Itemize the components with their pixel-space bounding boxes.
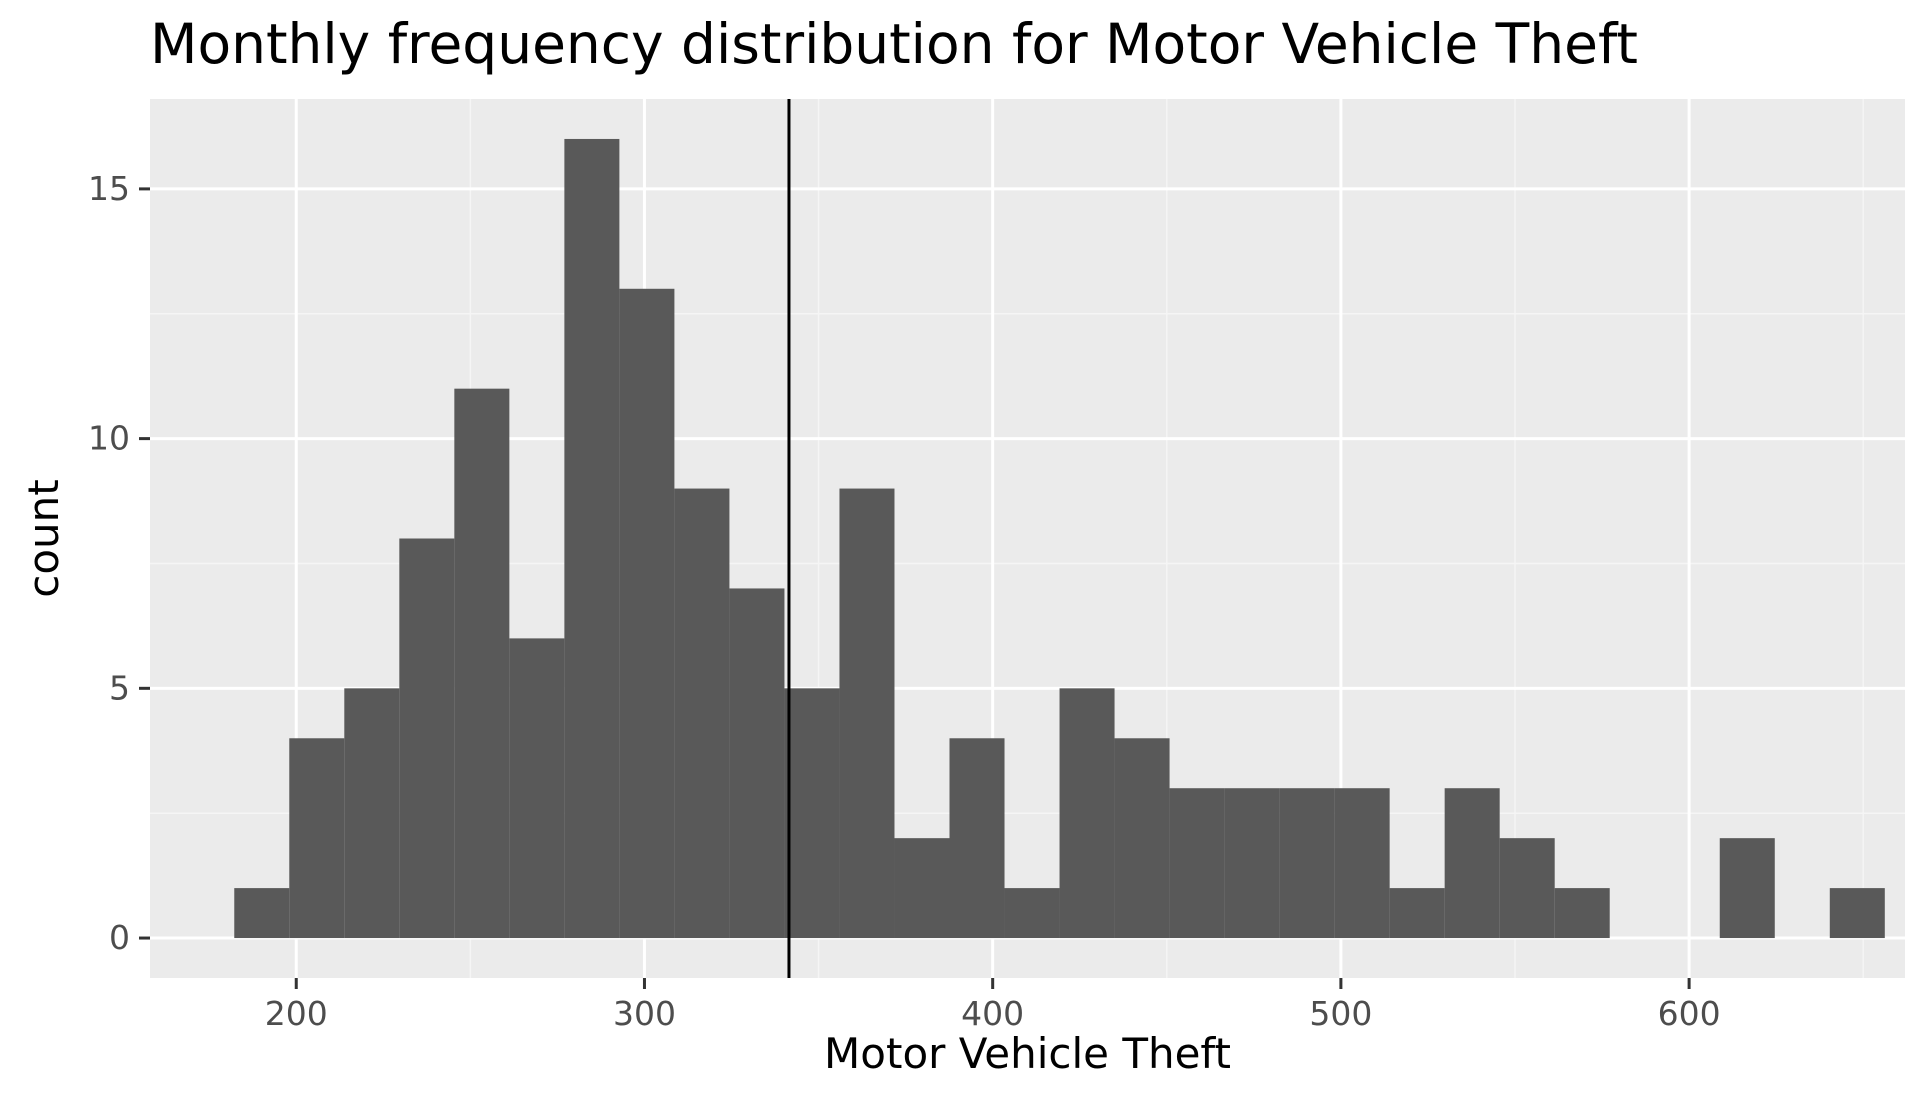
histogram-bar (1224, 788, 1280, 939)
x-tick-label: 200 (265, 994, 328, 1033)
histogram-bar (564, 138, 620, 939)
x-tick-label: 300 (613, 994, 676, 1033)
histogram-bar (1334, 788, 1390, 939)
y-axis: 0 5 10 15 (88, 169, 150, 957)
histogram-bar (454, 388, 510, 939)
histogram-bar (1719, 838, 1775, 939)
histogram-bar (399, 538, 455, 939)
histogram-bar (1829, 888, 1885, 939)
x-axis: 200 300 400 500 600 (265, 978, 1721, 1033)
y-tick-label: 15 (88, 169, 130, 208)
x-tick-label: 400 (961, 994, 1024, 1033)
x-tick-label: 600 (1658, 994, 1721, 1033)
histogram-bar (1059, 688, 1115, 939)
histogram-bar (234, 888, 290, 939)
histogram-bar (839, 488, 895, 939)
y-tick-label: 10 (88, 419, 130, 458)
histogram-bar (1389, 888, 1445, 939)
y-tick-label: 5 (109, 668, 130, 707)
histogram-bar (344, 688, 400, 939)
histogram-bar (1444, 788, 1500, 939)
minor-gridlines (150, 99, 1905, 978)
histogram-bar (1279, 788, 1335, 939)
y-tick-label: 0 (109, 918, 130, 957)
x-tick-label: 500 (1309, 994, 1372, 1033)
histogram-bar (1114, 738, 1170, 939)
histogram-bar (1554, 888, 1610, 939)
histogram-bar (1169, 788, 1225, 939)
histogram-bar (619, 288, 675, 939)
y-axis-title: count (19, 479, 68, 598)
x-axis-title: Motor Vehicle Theft (824, 1029, 1231, 1078)
histogram-bar (949, 738, 1005, 939)
histogram-bars (234, 138, 1885, 939)
histogram-bar (894, 838, 950, 939)
histogram-bar (1004, 888, 1060, 939)
histogram-bar (1499, 838, 1555, 939)
histogram-bar (784, 688, 840, 939)
histogram-bar (729, 588, 785, 939)
chart-title: Monthly frequency distribution for Motor… (150, 12, 1638, 76)
histogram-bar (289, 738, 345, 939)
histogram-bar (509, 638, 565, 939)
histogram-bar (674, 488, 730, 939)
